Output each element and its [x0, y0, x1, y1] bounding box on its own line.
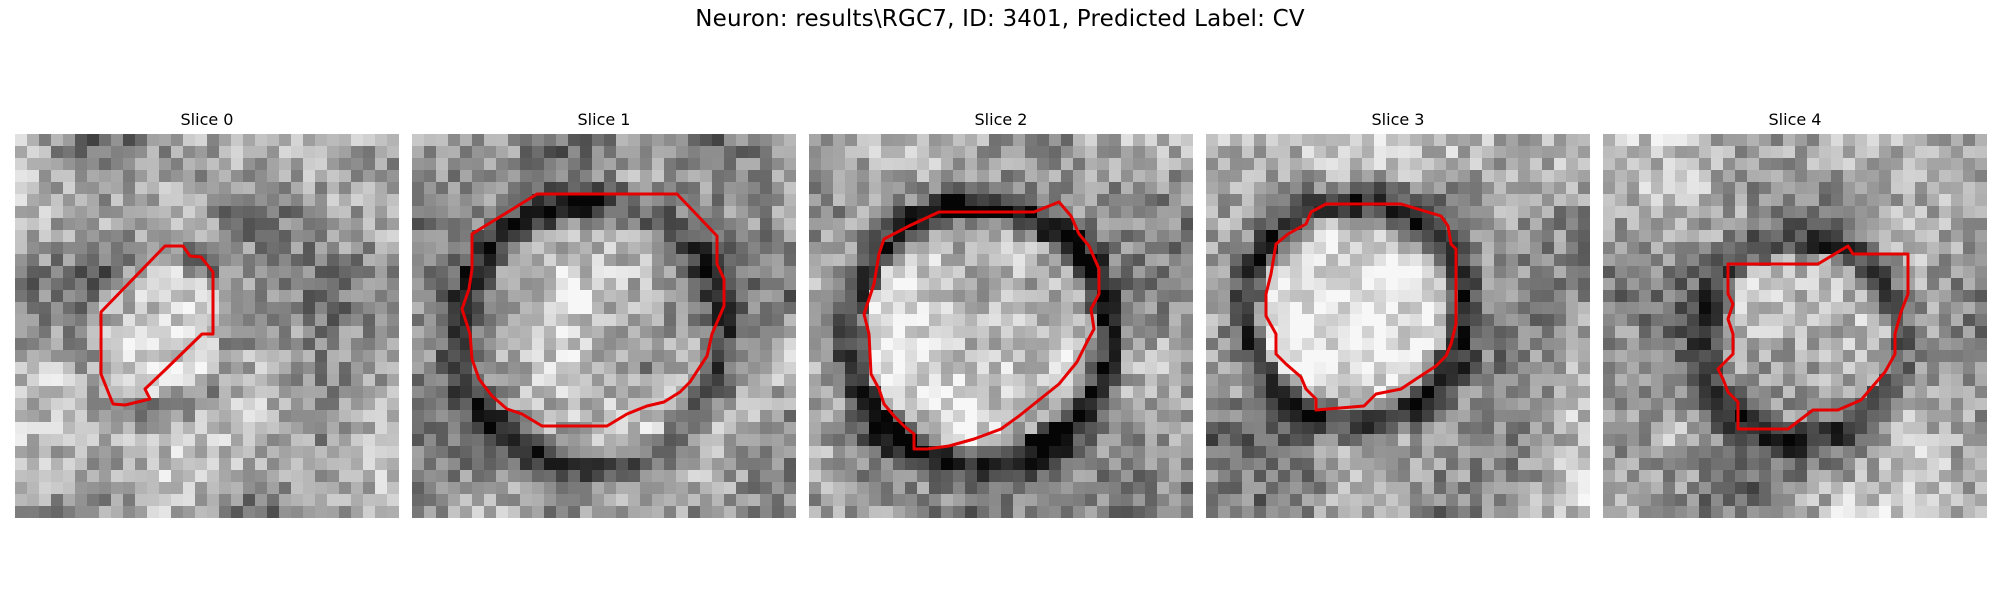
slice-title: Slice 1: [577, 110, 631, 129]
segmentation-contour: [862, 200, 1101, 451]
segmentation-contour: [1716, 244, 1910, 431]
slice-title: Slice 0: [180, 110, 234, 129]
slice-title: Slice 3: [1371, 110, 1425, 129]
figure-title: Neuron: results\RGC7, ID: 3401, Predicte…: [695, 6, 1305, 32]
segmentation-contour: [1264, 202, 1458, 412]
pixel-grid: [1206, 134, 1590, 518]
slice-image: [15, 134, 399, 518]
slice-panel-1: Slice 1: [412, 108, 796, 518]
pixel-grid: [809, 134, 1193, 518]
slice-panel-0: Slice 0: [15, 108, 399, 518]
slice-title: Slice 4: [1768, 110, 1822, 129]
slice-image: [1206, 134, 1590, 518]
slice-image: [412, 134, 796, 518]
segmentation-contour: [99, 244, 215, 407]
pixel-grid: [15, 134, 399, 518]
pixel-grid: [1603, 134, 1987, 518]
slice-title: Slice 2: [974, 110, 1028, 129]
slice-image: [1603, 134, 1987, 518]
slice-panel-2: Slice 2: [809, 108, 1193, 518]
slice-panel-3: Slice 3: [1206, 108, 1590, 518]
slice-panel-4: Slice 4: [1603, 108, 1987, 518]
segmentation-contour: [460, 192, 726, 428]
pixel-grid: [412, 134, 796, 518]
slice-image: [809, 134, 1193, 518]
